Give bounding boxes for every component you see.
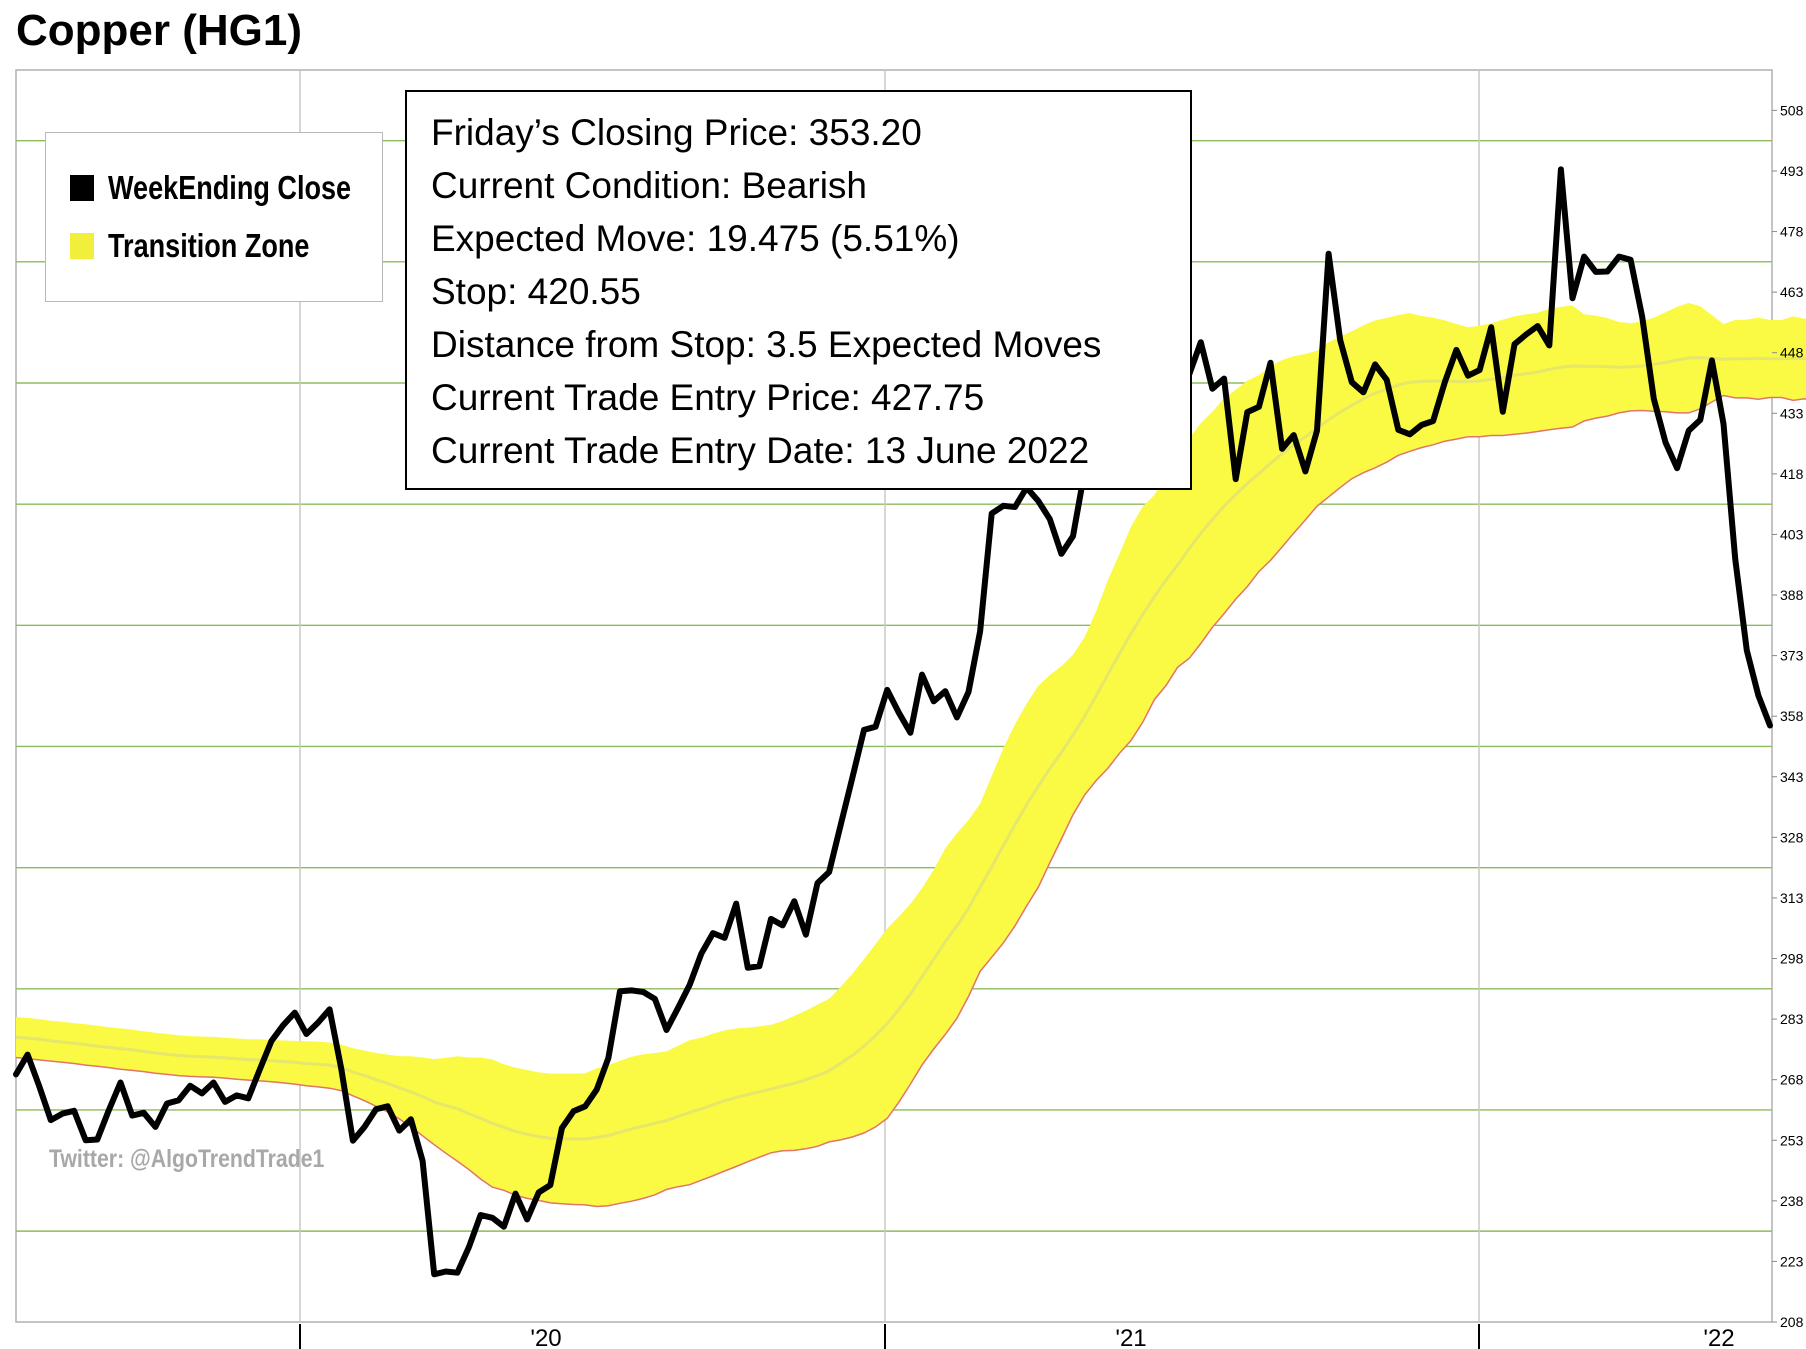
transition-zone-midline: [15, 356, 1806, 1141]
y-tick-label: 418: [1780, 466, 1804, 482]
transition-zone-lower-edge: [15, 394, 1806, 1208]
y-tick-label: 313: [1780, 890, 1804, 906]
y-tick-label: 298: [1780, 951, 1804, 967]
info-current-condition: Current Condition: Bearish: [431, 165, 867, 206]
y-tick-label: 328: [1780, 829, 1804, 845]
week-ending-close-line: [13, 166, 1773, 1278]
y-tick-label: 373: [1780, 648, 1804, 664]
y-tick-label: 253: [1780, 1132, 1804, 1148]
info-stop: Stop: 420.55: [431, 271, 641, 312]
transition-zone-band: [16, 303, 1806, 1207]
y-tick-label: 223: [1780, 1253, 1804, 1269]
y-tick-label: 493: [1780, 163, 1804, 179]
y-tick-label: 388: [1780, 587, 1804, 603]
x-tick-label: '21: [1115, 1325, 1146, 1349]
legend-item-week-ending-close: WeekEnding Close: [70, 169, 404, 206]
y-tick-label: 448: [1780, 345, 1804, 361]
y-tick-label: 508: [1780, 102, 1804, 118]
x-tick-label: '20: [530, 1325, 561, 1349]
legend-swatch-black: [70, 175, 94, 201]
y-tick-label: 403: [1780, 526, 1804, 542]
x-tick-label: '22: [1703, 1325, 1734, 1349]
legend: WeekEnding Close Transition Zone: [45, 132, 383, 302]
info-distance-from-stop: Distance from Stop: 3.5 Expected Moves: [431, 324, 1102, 365]
y-tick-label: 283: [1780, 1011, 1804, 1027]
info-entry-price: Current Trade Entry Price: 427.75: [431, 377, 985, 418]
info-expected-move: Expected Move: 19.475 (5.51%): [431, 218, 960, 259]
info-closing-price: Friday’s Closing Price: 353.20: [431, 112, 922, 153]
info-entry-date: Current Trade Entry Date: 13 June 2022: [431, 430, 1090, 471]
watermark: Twitter: @AlgoTrendTrade1: [49, 1145, 325, 1173]
y-tick-label: 463: [1780, 284, 1804, 300]
y-tick-label: 208: [1780, 1314, 1804, 1330]
y-tick-label: 268: [1780, 1072, 1804, 1088]
y-tick-label: 433: [1780, 405, 1804, 421]
legend-label: Transition Zone: [108, 227, 310, 264]
legend-item-transition-zone: Transition Zone: [70, 227, 354, 264]
y-tick-label: 478: [1780, 224, 1804, 240]
y-tick-label: 238: [1780, 1193, 1804, 1209]
info-box: Friday’s Closing Price: 353.20 Current C…: [405, 90, 1192, 490]
y-tick-label: 343: [1780, 769, 1804, 785]
y-tick-label: 358: [1780, 708, 1804, 724]
chart-title: Copper (HG1): [16, 6, 302, 55]
legend-swatch-yellow: [70, 233, 94, 259]
legend-label: WeekEnding Close: [108, 169, 352, 206]
